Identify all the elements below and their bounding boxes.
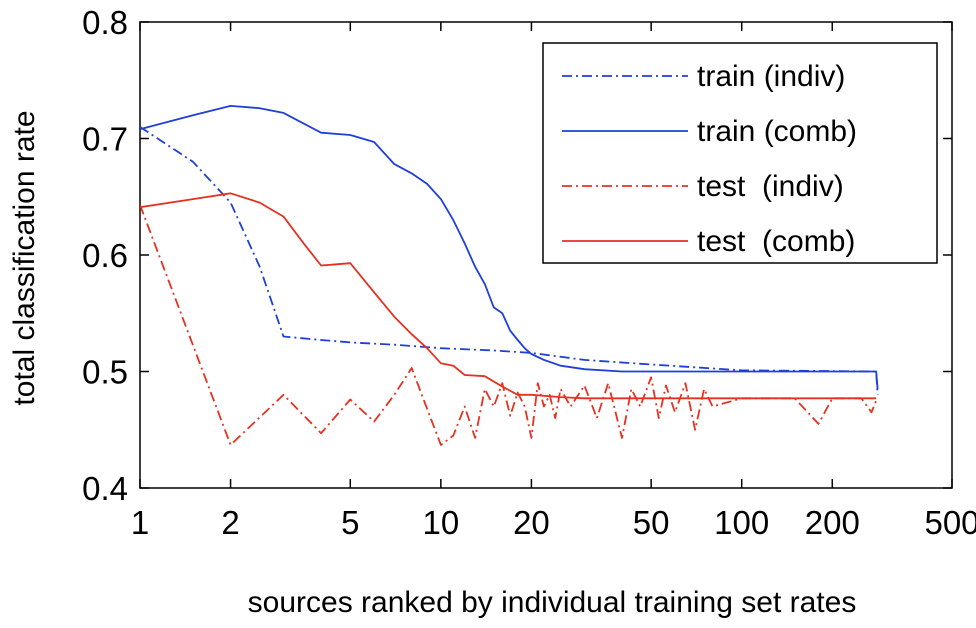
legend-label-test-comb: test (comb): [697, 225, 855, 258]
axis-ticks: [139, 21, 953, 489]
y-tick-label: 0.8: [82, 4, 128, 41]
legend-box: [542, 42, 938, 264]
x-tick-label: 20: [513, 504, 550, 541]
y-tick-label: 0.5: [82, 354, 128, 391]
x-tick-label: 5: [341, 504, 359, 541]
plot-area: [139, 21, 953, 489]
y-axis-title: total classification rate: [8, 110, 41, 405]
x-tick-label: 50: [633, 504, 670, 541]
x-tick-label: 500: [924, 504, 976, 541]
series-line-test-indiv: [140, 204, 878, 446]
series-layer: [140, 105, 879, 446]
y-tick-labels: 0.4 0.5 0.6 0.7 0.8: [82, 4, 128, 507]
legend-label-test-indiv: test (indiv): [697, 170, 844, 203]
y-tick-label: 0.7: [82, 121, 128, 158]
series-line-test-comb: [140, 192, 877, 400]
x-tick-label: 1: [131, 504, 149, 541]
series-line-train-comb: [140, 105, 879, 390]
x-tick-label: 100: [714, 504, 769, 541]
legend-label-train-indiv: train (indiv): [697, 60, 845, 93]
legend-label-train-comb: train (comb): [697, 115, 857, 148]
legend: train (indiv) train (comb) test (indiv) tes…: [542, 42, 938, 264]
x-tick-label: 10: [422, 504, 459, 541]
y-tick-label: 0.6: [82, 237, 128, 274]
x-tick-labels: 1 2 5 10 20 50 100 200 500: [131, 504, 976, 541]
x-tick-label: 200: [805, 504, 860, 541]
x-tick-label: 2: [221, 504, 239, 541]
x-axis-title: sources ranked by individual training se…: [248, 586, 857, 619]
y-tick-label: 0.4: [82, 470, 128, 507]
series-line-train-indiv: [140, 126, 879, 395]
